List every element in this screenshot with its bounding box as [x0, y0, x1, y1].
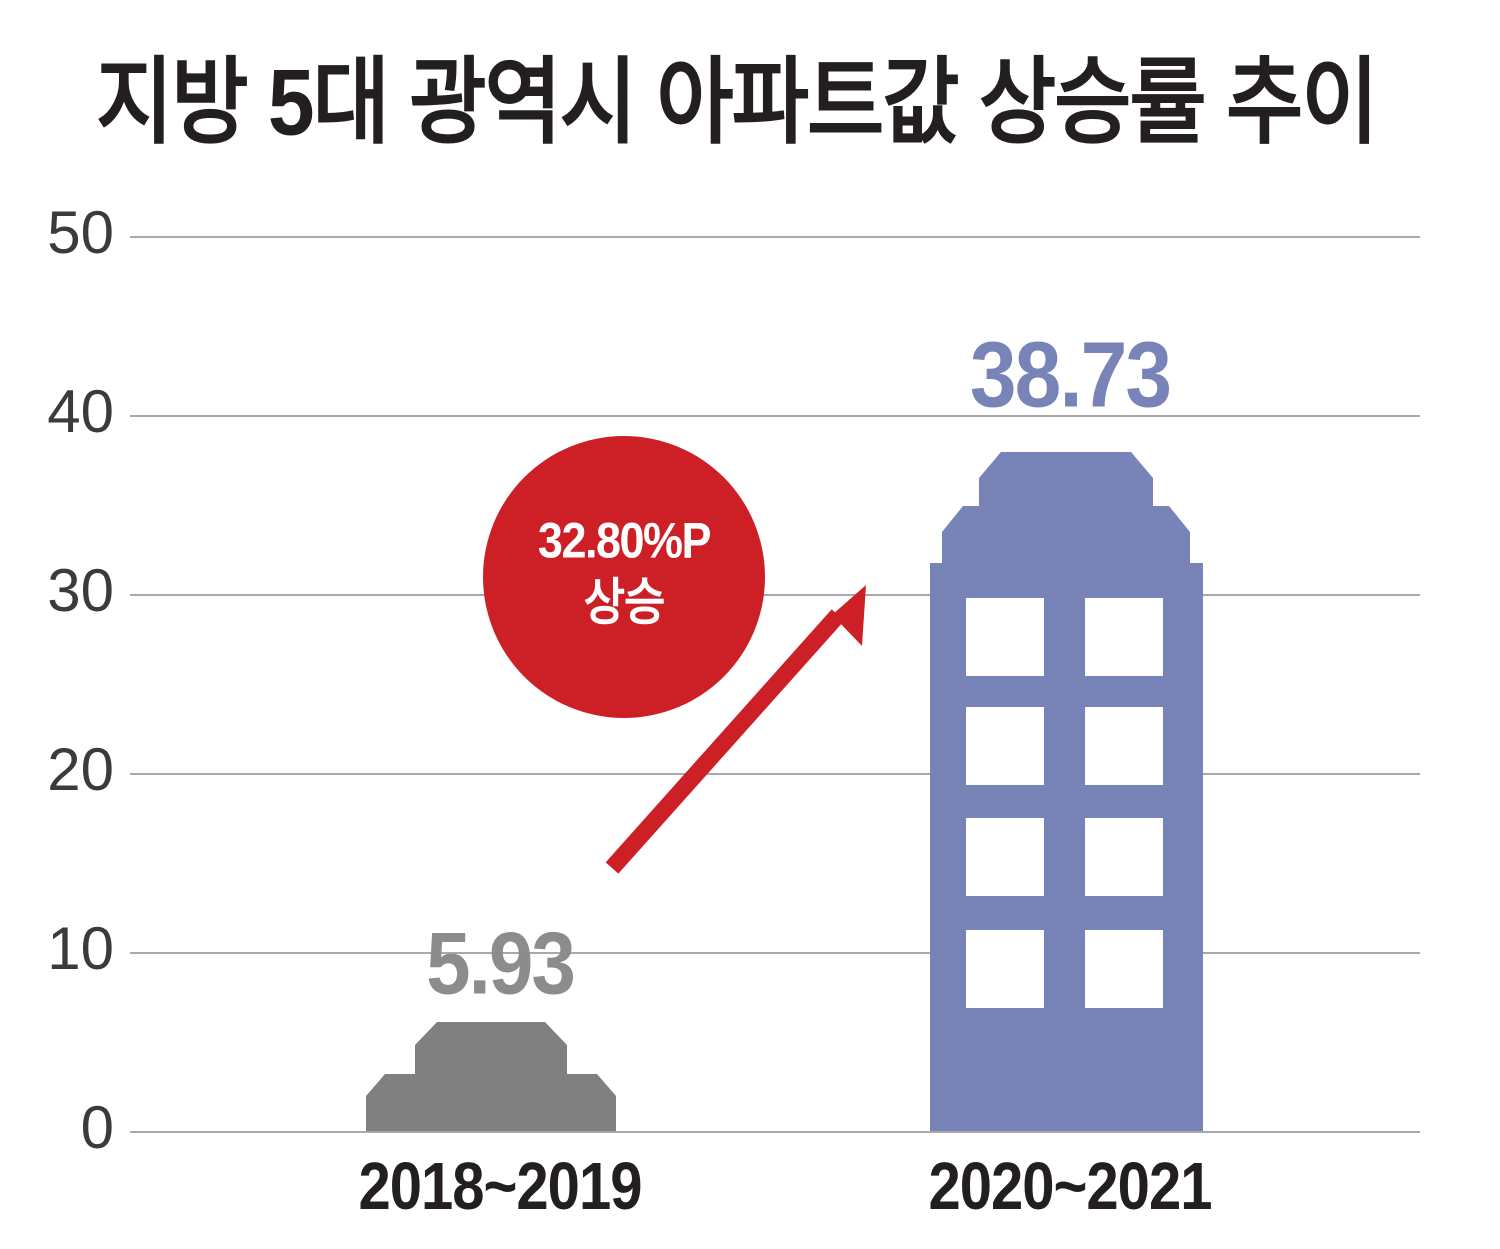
window [966, 930, 1044, 1008]
bar-value-label-2020-2021: 38.73 [969, 323, 1172, 427]
bar-2020-2021 [930, 452, 1203, 1131]
gridline-40 [130, 415, 1420, 417]
callout-caption: 상승 [583, 573, 666, 631]
gridline-50 [130, 236, 1420, 238]
window [966, 818, 1044, 896]
bar-2018-2019 [366, 1022, 616, 1131]
y-tick-label-10: 10 [47, 915, 114, 982]
callout-value: 32.80%P [537, 511, 712, 569]
window [1085, 930, 1163, 1008]
y-tick-label-40: 40 [47, 378, 114, 445]
bar-value-label-2018-2019: 5.93 [426, 914, 576, 1012]
x-axis-label-2018-2019: 2018~2019 [358, 1149, 643, 1224]
gridline-20 [130, 773, 1420, 775]
gridline-30 [130, 594, 1420, 596]
page-title: 지방 5대 광역시 아파트값 상승률 추이 [96, 49, 1379, 155]
callout-bubble-text: 32.80%P 상승 [483, 511, 765, 631]
gridline-0 [130, 1131, 1420, 1133]
y-tick-label-0: 0 [80, 1094, 114, 1161]
callout-bubble-circle [483, 436, 765, 718]
y-tick-label-20: 20 [47, 736, 114, 803]
y-tick-label-50: 50 [47, 199, 114, 266]
x-axis-label-2020-2021: 2020~2021 [928, 1149, 1213, 1224]
window [1085, 818, 1163, 896]
window [966, 598, 1044, 676]
window [1085, 598, 1163, 676]
y-tick-label-30: 30 [47, 557, 114, 624]
gridline-10 [130, 952, 1420, 954]
callout-bubble: 32.80%P 상승 [483, 436, 765, 718]
